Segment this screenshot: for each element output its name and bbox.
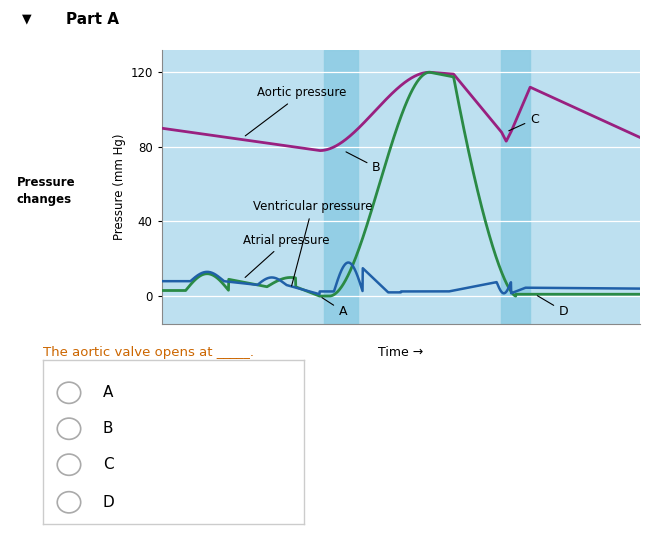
Ellipse shape	[57, 491, 81, 513]
Text: Atrial pressure: Atrial pressure	[243, 234, 329, 278]
Ellipse shape	[57, 454, 81, 475]
Text: C: C	[509, 112, 539, 131]
Y-axis label: Pressure (mm Hg): Pressure (mm Hg)	[113, 134, 126, 240]
Text: Ventricular pressure: Ventricular pressure	[253, 201, 372, 286]
Text: B: B	[103, 421, 114, 436]
Text: D: D	[103, 495, 115, 510]
Text: Part A: Part A	[66, 12, 119, 27]
Text: Pressure
changes: Pressure changes	[16, 176, 75, 206]
Text: A: A	[322, 297, 347, 318]
Text: B: B	[346, 152, 381, 174]
Bar	[325, 50, 358, 324]
Ellipse shape	[57, 418, 81, 439]
Ellipse shape	[57, 382, 81, 403]
Bar	[502, 50, 530, 324]
Text: D: D	[537, 296, 568, 318]
Text: Time →: Time →	[378, 346, 424, 359]
Text: ▼: ▼	[22, 13, 31, 26]
Text: A: A	[103, 385, 114, 401]
Text: Aortic pressure: Aortic pressure	[246, 86, 346, 136]
Text: The aortic valve opens at _____.: The aortic valve opens at _____.	[43, 346, 254, 359]
Text: C: C	[103, 457, 114, 472]
